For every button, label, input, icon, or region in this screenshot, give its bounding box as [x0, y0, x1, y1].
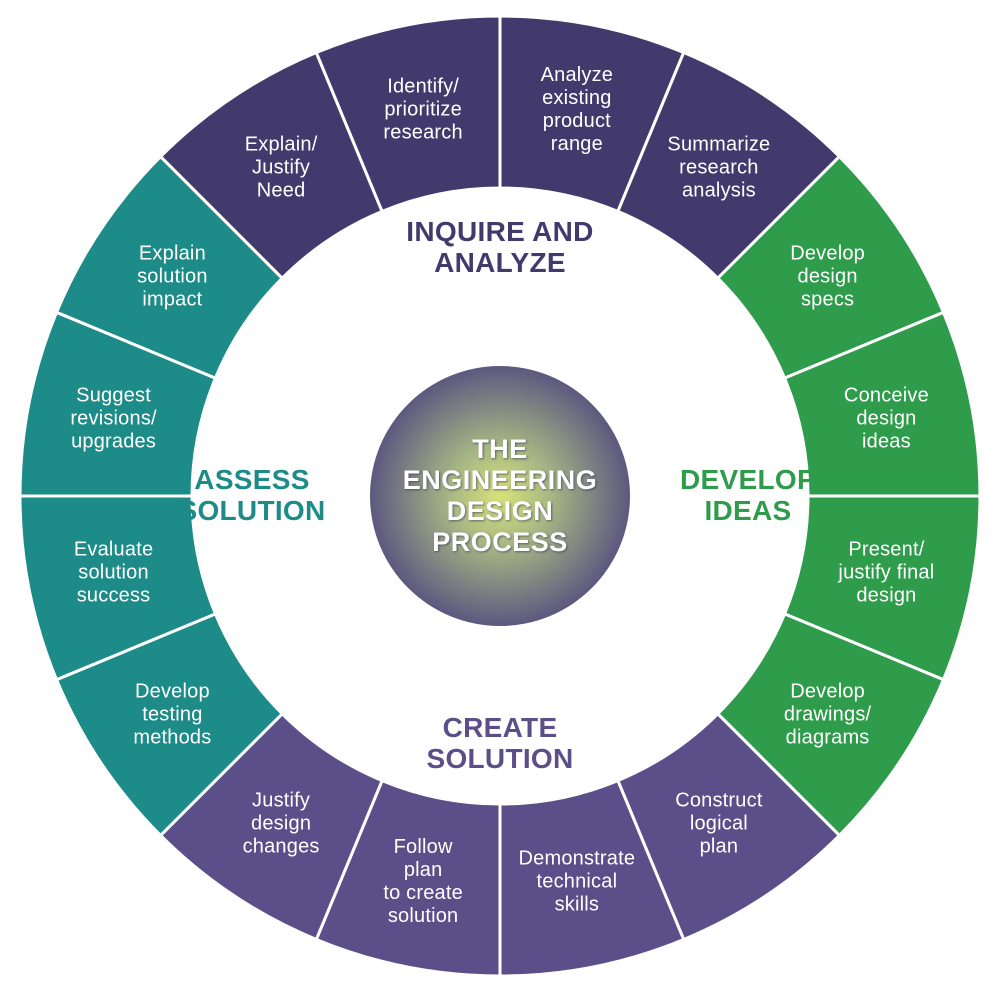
center-circle: [370, 366, 630, 626]
wheel-svg: [0, 0, 1000, 992]
engineering-design-process-wheel: INQUIRE ANDANALYZE DEVELOPIDEAS CREATESO…: [0, 0, 1000, 992]
